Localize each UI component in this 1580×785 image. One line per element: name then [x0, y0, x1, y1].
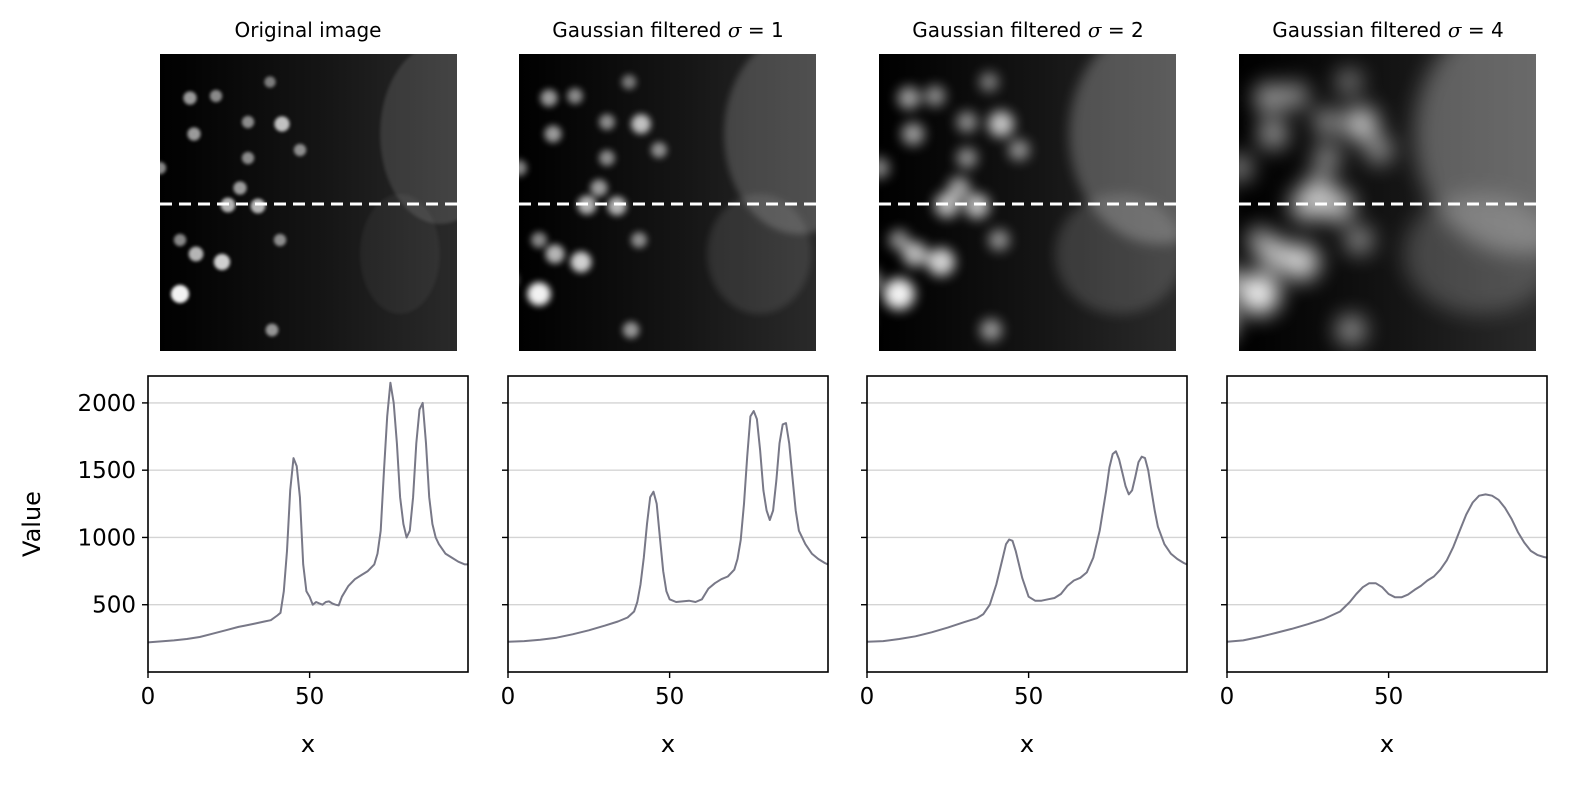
panel-2-title: Gaussian filtered σ = 1 [518, 18, 818, 42]
panel-1-title: Original image [158, 18, 458, 42]
axes-frame [866, 375, 1188, 673]
profile-plot-4: 0 50 x [1220, 375, 1548, 758]
original-image [160, 54, 457, 351]
profile-line-series [866, 450, 1188, 643]
panel-4-sigma-symbol: σ [1447, 18, 1462, 42]
panel-2-title-prefix: Gaussian filtered [552, 18, 728, 42]
profile-line-series [1226, 493, 1548, 643]
y-tick-label: 1000 [77, 525, 136, 551]
x-axis-label: x [1380, 730, 1394, 758]
x-tick-label: 0 [1220, 684, 1235, 710]
panel-4-sigma-eq: = [1461, 18, 1491, 42]
panel-4-title-prefix: Gaussian filtered [1272, 18, 1448, 42]
panel-3-title: Gaussian filtered σ = 2 [878, 18, 1178, 42]
x-tick-label: 50 [655, 684, 684, 710]
profile-line-series [147, 381, 468, 644]
profile-plot-2: 0 50 x [501, 375, 829, 758]
panel-2-sigma-value: 1 [770, 18, 784, 42]
axes-frame [1226, 375, 1548, 673]
y-axis-label: Value [18, 491, 46, 557]
panel-1-title-prefix: Original image [234, 18, 382, 42]
gaussian-sigma-1-image [519, 54, 816, 351]
panel-3-sigma-eq: = [1101, 18, 1131, 42]
panel-2-sigma-symbol: σ [727, 18, 742, 42]
x-axis-label: x [1020, 730, 1034, 758]
x-tick-label: 0 [860, 684, 875, 710]
axes-frame [147, 375, 469, 673]
x-tick-label: 50 [1014, 684, 1043, 710]
gaussian-sigma-2-image [879, 54, 1176, 351]
panel-2-sigma-eq: = [741, 18, 771, 42]
x-tick-label: 50 [295, 684, 324, 710]
x-tick-label: 50 [1374, 684, 1403, 710]
x-axis-label: x [301, 730, 315, 758]
x-tick-label: 0 [501, 684, 516, 710]
profile-line-series [507, 410, 829, 643]
panel-3-sigma-value: 2 [1130, 18, 1144, 42]
y-tick-label: 2000 [77, 391, 136, 417]
y-tick-label: 1500 [77, 458, 136, 484]
profile-plot-3: 0 50 x [860, 375, 1188, 758]
x-tick-label: 0 [141, 684, 156, 710]
gaussian-sigma-4-image [1239, 54, 1536, 351]
y-tick-label: 500 [92, 593, 136, 619]
panel-4-title: Gaussian filtered σ = 4 [1238, 18, 1538, 42]
profile-plot-1: 500 1000 1500 2000 0 50 x Value [18, 375, 469, 758]
panel-3-sigma-symbol: σ [1087, 18, 1102, 42]
panel-4-sigma-value: 4 [1490, 18, 1504, 42]
x-axis-label: x [661, 730, 675, 758]
axes-frame [507, 375, 829, 673]
panel-3-title-prefix: Gaussian filtered [912, 18, 1088, 42]
